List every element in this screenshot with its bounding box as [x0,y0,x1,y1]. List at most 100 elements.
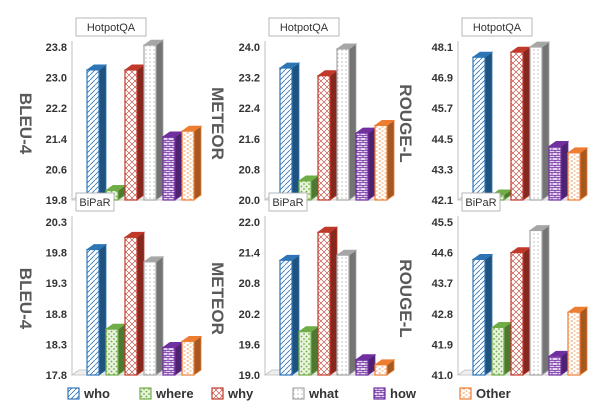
bar-why [509,46,532,201]
legend-item-what: what [292,386,339,401]
y-tick-label: 45.5 [432,217,453,229]
bar-front [491,326,505,376]
dataset-title: HotpotQA [268,17,340,37]
y-tick-label: 43.3 [432,164,453,176]
dataset-title-box [268,192,308,212]
chart-panel: 19.8 20.6 21.4 22.2 23.0 23.8 BLEU-4 HotpotQA [16,17,203,207]
bar-side [348,249,357,376]
dataset-title-box [75,17,147,37]
dataset-title: HotpotQA [75,17,147,37]
bar-why [123,64,146,201]
bar-what [528,224,551,376]
bar-front [86,69,100,201]
y-tick-label: 22.2 [46,103,67,115]
legend-item-how: how [373,386,417,401]
chart-panel: 17.8 18.3 18.8 19.3 19.8 20.3 BLEU-4 BiPaR [16,192,203,382]
bar-front [86,248,100,376]
y-tick-label: 23.0 [46,73,67,85]
y-tick-label: 45.7 [432,103,453,115]
bar-side [503,321,512,376]
bar-side [560,140,569,201]
y-tick-label: 22.4 [239,103,261,115]
chart-panel: 20.0 20.8 21.6 22.4 23.2 24.0 METEOR HotpotQA [208,17,396,207]
bar-front [374,124,388,201]
chart-panel: 41.0 41.9 42.8 43.7 44.6 45.5 ROUGE-L BiPaR [396,192,589,382]
dataset-title-text: BiPaR [465,197,496,209]
bar-front [124,236,138,376]
bar-Other [180,125,203,201]
bar-front [472,56,486,201]
dataset-title: BiPaR [268,192,308,212]
bar-how [547,140,570,201]
bar-why [123,231,146,376]
y-tick-label: 20.0 [239,195,260,207]
bar-side [193,335,202,376]
y-tick-label: 41.9 [432,339,453,351]
bar-side [155,39,164,201]
bar-what [335,249,358,376]
y-tick-label: 20.8 [239,278,260,290]
bar-who [278,254,301,376]
dataset-title-text: HotpotQA [280,22,329,34]
bar-front [548,355,562,376]
bar-side [193,125,202,201]
legend-label: Other [476,386,511,401]
y-tick-label: 21.4 [239,248,261,260]
bar-where [104,323,127,376]
bar-front [529,46,543,201]
bar-side [155,256,164,376]
bar-front [567,311,581,376]
bar-front [279,259,293,376]
bar-front [529,229,543,376]
legend-swatch [139,387,152,400]
bar-front [317,75,331,201]
bar-who [278,62,301,201]
legend-item-who: who [67,386,110,401]
y-axis-label: BLEU-4 [16,268,35,330]
bar-how [161,341,184,376]
y-tick-label: 48.1 [432,42,453,54]
y-tick-label: 18.3 [46,339,67,351]
bar-side [541,224,550,376]
legend-swatch [211,387,224,400]
y-tick-label: 20.8 [239,164,260,176]
bar-what [335,43,358,201]
bar-why [316,226,339,376]
legend-swatch [459,387,472,400]
legend-label: why [227,386,254,401]
bar-where [297,325,320,376]
y-tick-label: 46.9 [432,73,453,85]
y-tick-label: 19.8 [46,248,67,260]
bar-front [548,145,562,201]
dataset-title-box [461,192,501,212]
y-axis-label: BLEU-4 [16,93,35,155]
bar-how [354,127,377,201]
y-tick-label: 19.6 [239,339,260,351]
legend-label: how [390,386,417,401]
y-axis-label: ROUGE-L [396,259,415,337]
bar-where [490,321,513,376]
dataset-title-text: BiPaR [79,197,110,209]
bar-front [181,340,195,376]
dataset-title: HotpotQA [461,17,533,37]
dataset-title-text: HotpotQA [473,22,522,34]
y-tick-label: 20.3 [46,217,67,229]
bar-Other [180,335,203,376]
dataset-title-box [75,192,115,212]
bar-front [317,231,331,376]
y-tick-label: 44.6 [432,248,453,260]
bar-who [85,243,108,376]
bar-front [336,48,350,201]
legend-label: what [308,386,339,401]
bar-front [279,67,293,201]
bar-side [348,43,357,201]
bar-front [336,254,350,376]
y-tick-label: 24.0 [239,42,260,54]
bar-front [355,132,369,201]
bar-side [541,41,550,201]
bar-front [162,136,176,201]
dataset-title-box [461,17,533,37]
bar-front [298,331,312,376]
bar-side [174,341,183,376]
